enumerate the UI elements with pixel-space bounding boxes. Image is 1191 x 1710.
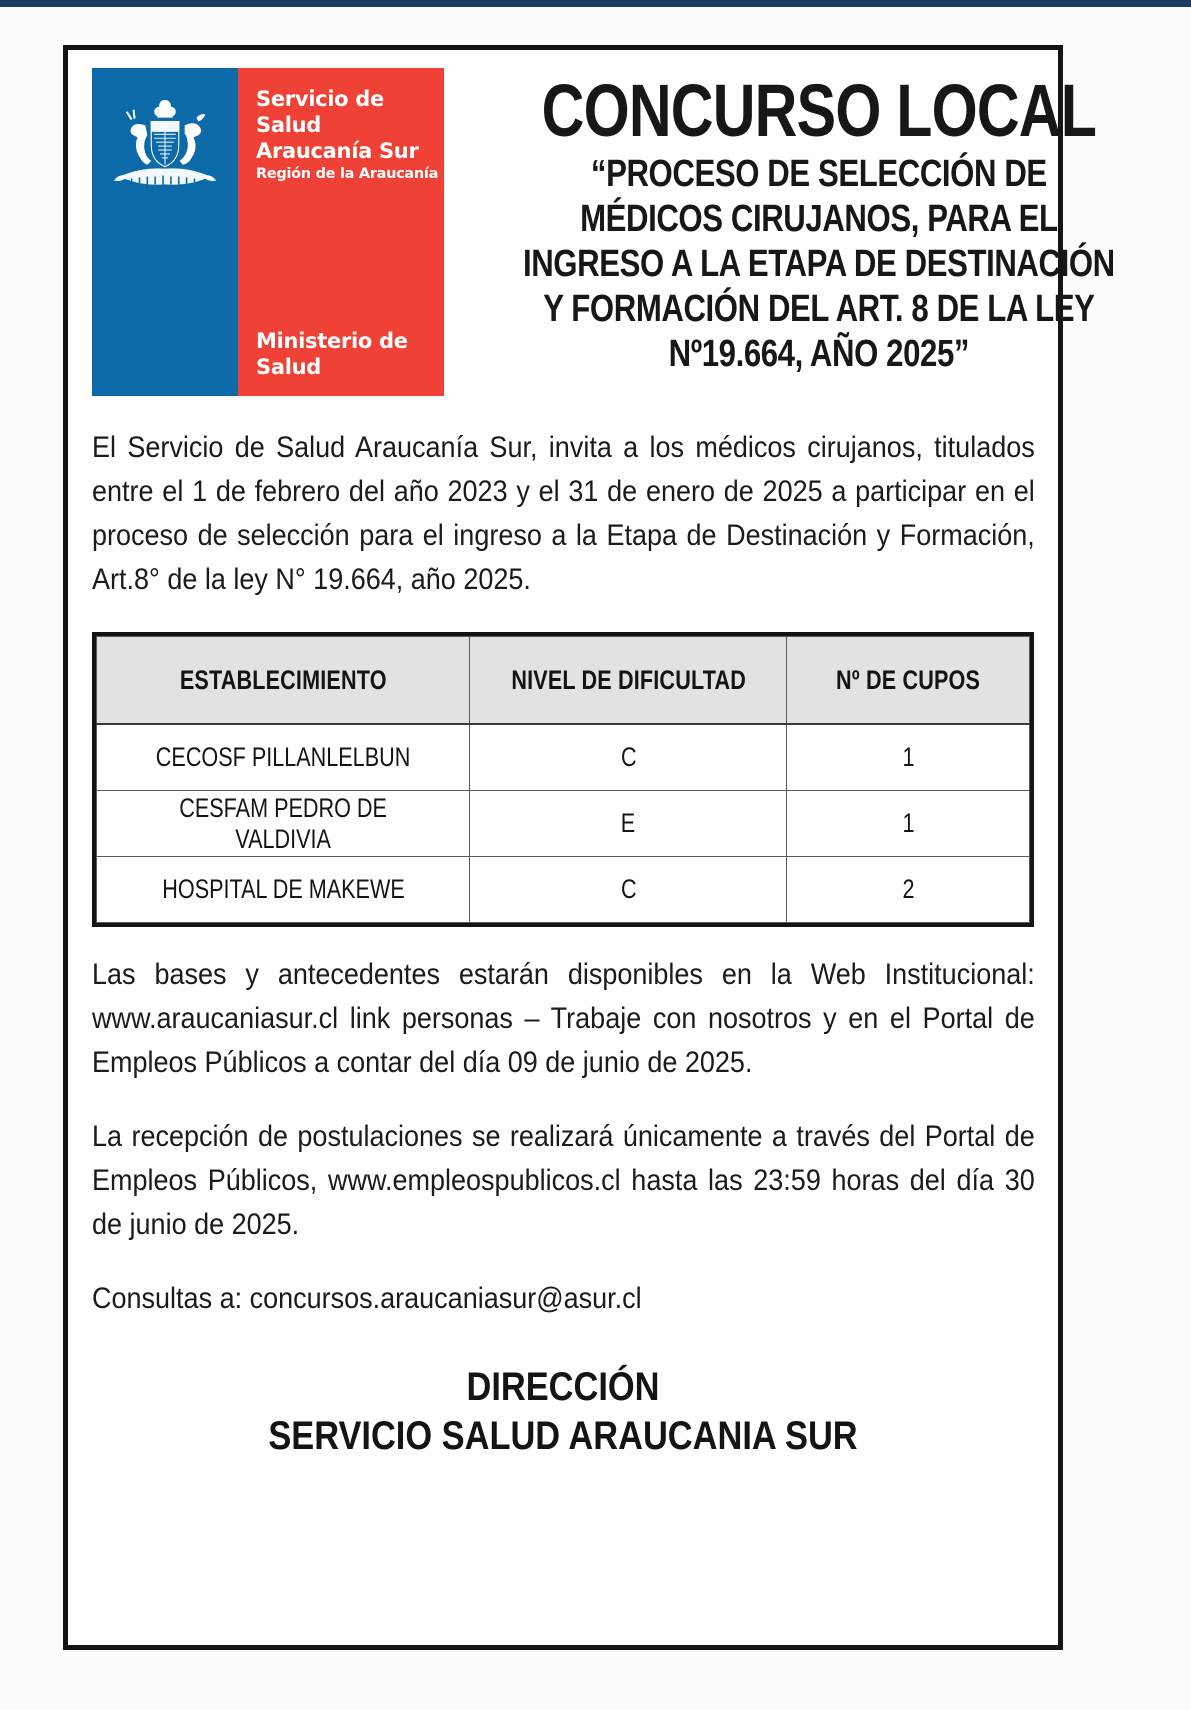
logo-red-panel: Servicio de Salud Araucanía Sur Región d… — [238, 68, 444, 396]
top-accent-strip — [0, 0, 1191, 7]
signature-block: DIRECCIÓN SERVICIO SALUD ARAUCANIA SUR — [92, 1363, 1034, 1461]
column-header-numero-cupos: Nº DE CUPOS — [786, 636, 1030, 725]
title-block: CONCURSO LOCAL “PROCESO DE SELECCIÓN DE … — [444, 68, 1180, 377]
subtitle-line-5: Nº19.664, AÑO 2025” — [668, 333, 970, 375]
contact-paragraph: Consultas a: concursos.araucaniasur@asur… — [92, 1282, 642, 1315]
vacancies-table: ESTABLECIMIENTO NIVEL DE DIFICULTAD Nº D… — [92, 632, 1034, 927]
subtitle-line-1: “PROCESO DE SELECCIÓN DE — [590, 153, 1047, 195]
subtitle-line-4: Y FORMACIÓN DEL ART. 8 DE LA LEY — [543, 288, 1095, 330]
poster-header: Servicio de Salud Araucanía Sur Región d… — [92, 68, 1115, 400]
logo-org-line2: Salud — [256, 113, 321, 137]
cell-nivel: E — [469, 790, 788, 857]
table-row: CESFAM PEDRO DE VALDIVIA E 1 — [95, 790, 1030, 857]
column-header-nivel-dificultad: NIVEL DE DIFICULTAD — [469, 636, 788, 725]
cell-establecimiento: HOSPITAL DE MAKEWE — [95, 856, 471, 923]
logo-ministry-line1: Ministerio de — [256, 329, 408, 353]
table-row: HOSPITAL DE MAKEWE C 2 — [95, 856, 1030, 923]
subtitle-line-2: MÉDICOS CIRUJANOS, PARA EL — [580, 198, 1058, 240]
page-subtitle: “PROCESO DE SELECCIÓN DE MÉDICOS CIRUJAN… — [523, 152, 1115, 377]
intro-paragraph: El Servicio de Salud Araucanía Sur, invi… — [92, 431, 1035, 596]
column-header-establecimiento: ESTABLECIMIENTO — [95, 636, 471, 725]
table-row: CECOSF PILLANLELBUN C 1 — [95, 723, 1030, 791]
reception-paragraph: La recepción de postulaciones se realiza… — [92, 1120, 1035, 1241]
page-title: CONCURSO LOCAL — [541, 69, 1097, 152]
logo-region: Región de la Araucanía — [256, 166, 439, 182]
cell-cupos: 1 — [786, 790, 1030, 857]
cell-cupos: 1 — [786, 723, 1030, 791]
subtitle-line-3: INGRESO A LA ETAPA DE DESTINACIÓN — [522, 243, 1115, 285]
logo-org-line1: Servicio de — [256, 87, 384, 111]
table-header-row: ESTABLECIMIENTO NIVEL DE DIFICULTAD Nº D… — [95, 636, 1030, 725]
cell-cupos: 2 — [786, 856, 1030, 923]
cell-establecimiento: CECOSF PILLANLELBUN — [95, 723, 471, 791]
logo-org-line3: Araucanía Sur — [256, 139, 419, 163]
chile-coat-of-arms-icon — [113, 99, 217, 185]
poster-page: Servicio de Salud Araucanía Sur Región d… — [0, 7, 1191, 1710]
logo-blue-panel — [92, 68, 238, 396]
signature-line-1: DIRECCIÓN — [466, 1365, 660, 1409]
poster-frame: Servicio de Salud Araucanía Sur Región d… — [63, 45, 1115, 1650]
cell-establecimiento: CESFAM PEDRO DE VALDIVIA — [95, 790, 471, 857]
cell-nivel: C — [469, 856, 788, 923]
institution-logo: Servicio de Salud Araucanía Sur Región d… — [92, 68, 444, 396]
cell-nivel: C — [469, 723, 788, 791]
bases-paragraph: Las bases y antecedentes estarán disponi… — [92, 958, 1035, 1079]
logo-ministry-line2: Salud — [256, 355, 321, 379]
signature-line-2: SERVICIO SALUD ARAUCANIA SUR — [268, 1414, 858, 1458]
